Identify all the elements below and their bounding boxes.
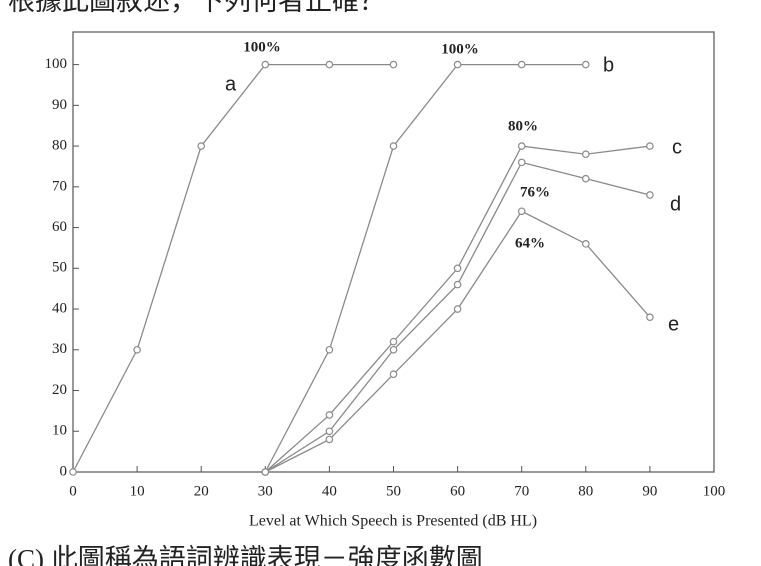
x-tick-label: 100	[703, 483, 726, 499]
annotation: 64%	[515, 235, 545, 251]
y-tick-label: 90	[52, 97, 67, 113]
x-tick-label: 80	[578, 483, 593, 499]
y-tick-label: 40	[52, 300, 67, 316]
data-point	[453, 280, 462, 289]
data-point	[646, 142, 654, 150]
data-point	[581, 174, 590, 183]
y-tick-label: 80	[52, 138, 67, 154]
x-tick-label: 50	[386, 483, 401, 499]
data-point	[389, 370, 398, 379]
data-point	[69, 468, 77, 476]
data-point	[389, 142, 398, 150]
data-point	[453, 60, 462, 69]
x-tick-label: 10	[130, 483, 145, 499]
x-tick-label: 60	[450, 483, 465, 499]
series-line	[265, 210, 651, 473]
data-point	[581, 240, 590, 248]
x-tick-label: 90	[642, 483, 657, 499]
x-tick-label: 40	[322, 483, 337, 499]
y-tick-label: 70	[52, 178, 67, 194]
x-tick-label: 30	[258, 483, 273, 499]
data-point	[517, 60, 526, 69]
data-point	[453, 305, 462, 313]
footer-text: (C) 此圖稱為語詞辨識表現－強度函數圖	[8, 544, 483, 566]
series-line	[72, 63, 394, 473]
y-tick-label: 50	[52, 260, 67, 276]
data-point	[325, 60, 334, 69]
data-point	[581, 60, 590, 69]
y-tick-label: 10	[52, 423, 67, 439]
data-point	[133, 345, 141, 354]
data-point	[325, 435, 334, 444]
series-label: b	[603, 54, 614, 76]
data-point	[389, 337, 398, 346]
x-tick-label: 20	[194, 483, 209, 499]
series-line	[264, 161, 651, 473]
data-point	[197, 142, 206, 150]
y-tick-label: 0	[60, 463, 68, 479]
series-label: c	[672, 136, 682, 158]
annotation: 100%	[243, 39, 281, 55]
plot-frame	[72, 31, 715, 473]
annotation: 76%	[520, 184, 550, 200]
x-tick-label: 70	[514, 483, 529, 499]
annotation: 80%	[508, 118, 538, 134]
series-label: e	[668, 313, 679, 335]
y-tick-label: 20	[52, 382, 67, 398]
data-point	[453, 264, 462, 273]
series-label: d	[670, 193, 681, 215]
series-label: a	[225, 73, 237, 95]
data-point	[517, 207, 526, 216]
data-point	[389, 60, 398, 69]
x-axis-label: Level at Which Speech is Presented (dB H…	[249, 513, 537, 530]
data-point	[581, 150, 590, 159]
data-point	[517, 142, 526, 150]
data-point	[646, 313, 654, 321]
series-line	[264, 63, 586, 473]
data-point	[261, 468, 270, 476]
data-point	[325, 427, 334, 436]
question-title: 根據此圖敘述，下列何者正確？	[8, 0, 386, 16]
data-point	[517, 158, 526, 167]
data-point	[261, 60, 270, 69]
data-point	[646, 191, 654, 199]
data-point	[389, 345, 398, 354]
y-tick-label: 30	[52, 341, 67, 357]
x-tick-label: 0	[69, 483, 77, 499]
data-point	[325, 411, 334, 419]
y-tick-label: 100	[45, 56, 68, 72]
data-point	[325, 345, 334, 354]
annotation: 100%	[441, 41, 479, 57]
y-tick-label: 60	[52, 219, 67, 235]
